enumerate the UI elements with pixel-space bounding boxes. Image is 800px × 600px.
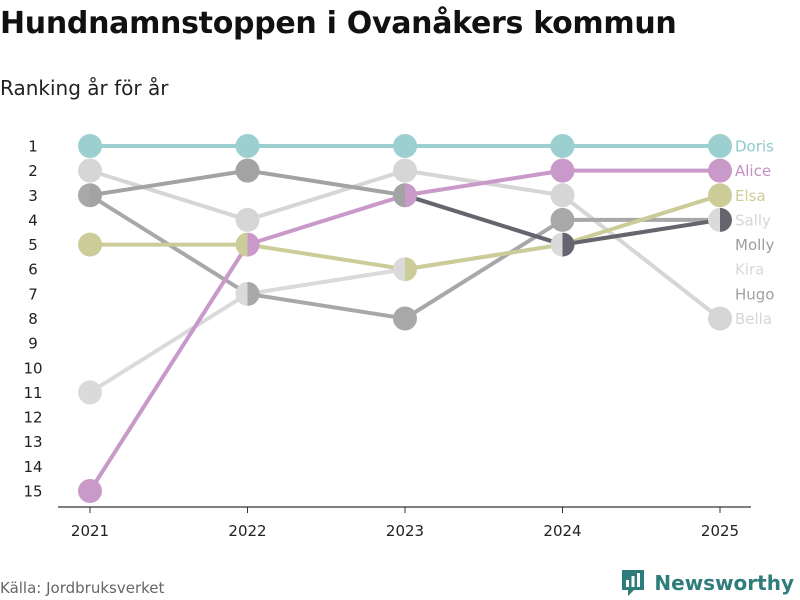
series-end-label: Alice	[735, 162, 771, 180]
x-tick-label: 2022	[228, 522, 266, 540]
y-tick-label: 12	[23, 409, 42, 427]
series-end-label: Molly	[735, 236, 774, 254]
series-line	[88, 193, 722, 321]
y-tick-label: 14	[23, 458, 42, 476]
data-point	[235, 158, 260, 183]
data-point-half	[247, 281, 260, 306]
data-point-half	[550, 232, 563, 257]
data-point	[708, 158, 732, 183]
data-point	[393, 134, 417, 158]
data-point-half	[393, 257, 405, 282]
data-point-half	[235, 232, 248, 257]
data-point	[550, 207, 575, 232]
y-tick-label: 6	[28, 261, 38, 279]
series-end-label: Sally	[735, 211, 771, 229]
x-tick-label: 2025	[701, 522, 739, 540]
y-tick-label: 4	[28, 211, 38, 229]
data-point-half	[405, 183, 417, 208]
series-end-label: Hugo	[735, 285, 775, 303]
chart-subtitle: Ranking år för år	[0, 76, 169, 100]
data-point-half	[720, 207, 732, 232]
series-end-label: Bella	[735, 310, 772, 328]
x-tick-label: 2024	[543, 522, 581, 540]
data-point	[78, 479, 102, 503]
data-point	[550, 134, 575, 158]
data-point-half	[247, 232, 260, 257]
y-tick-label: 10	[23, 359, 42, 377]
data-point-half	[562, 232, 575, 257]
series-end-label: Kira	[735, 261, 764, 279]
data-point	[708, 183, 732, 208]
data-point	[78, 134, 102, 158]
series-end-label: Elsa	[735, 187, 766, 205]
data-point	[550, 183, 575, 208]
data-point-half	[405, 257, 417, 282]
data-point-half	[708, 207, 720, 232]
source-note: Källa: Jordbruksverket	[0, 579, 165, 597]
data-point	[708, 306, 732, 331]
y-tick-label: 11	[23, 384, 42, 402]
axes: 2021 2022 2023 2024 202512345678910111213141…	[23, 138, 751, 540]
data-point	[393, 306, 417, 331]
y-tick-label: 15	[23, 483, 42, 501]
data-point	[708, 134, 732, 158]
y-tick-label: 2	[28, 162, 38, 180]
y-tick-label: 13	[23, 433, 42, 451]
data-point-half	[235, 281, 248, 306]
data-point	[235, 134, 260, 158]
brand-name: Newsworthy	[654, 571, 794, 595]
y-tick-label: 8	[28, 310, 38, 328]
y-tick-label: 3	[28, 187, 38, 205]
series-end-labels: Doris Alice Elsa Sally Molly Kira Hugo Bella	[735, 138, 775, 329]
data-point-half	[393, 183, 405, 208]
data-point	[78, 380, 102, 405]
series-markers	[78, 134, 732, 503]
data-point	[550, 158, 575, 183]
data-point	[393, 158, 417, 183]
y-tick-label: 7	[28, 285, 38, 303]
y-tick-label: 1	[28, 138, 38, 156]
data-point	[78, 232, 102, 257]
data-point	[235, 207, 260, 232]
x-tick-label: 2021	[71, 522, 109, 540]
y-tick-label: 5	[28, 236, 38, 254]
x-tick-label: 2023	[386, 522, 424, 540]
series-end-label: Doris	[735, 138, 774, 156]
data-point-half	[78, 183, 90, 208]
brand-logo: Newsworthy	[620, 568, 794, 598]
data-point	[78, 158, 102, 183]
newsworthy-logo-icon	[622, 570, 645, 596]
data-point-half	[90, 183, 102, 208]
chart-title: Hundnamnstoppen i Ovanåkers kommun	[0, 6, 677, 41]
y-tick-label: 9	[28, 335, 38, 353]
